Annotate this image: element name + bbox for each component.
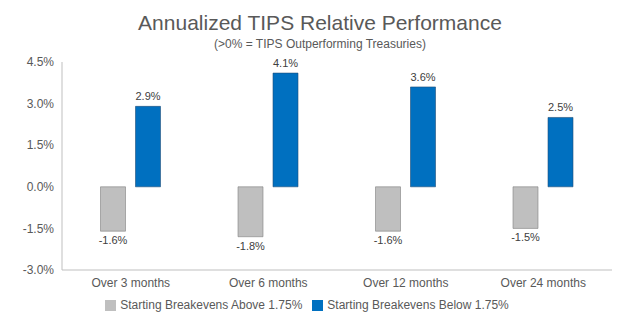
svg-text:-1.5%: -1.5% (511, 231, 540, 243)
svg-text:Over 3 months: Over 3 months (91, 276, 170, 290)
svg-text:1.5%: 1.5% (27, 138, 55, 152)
html-text:Starting Breakevens Above 1.75: Starting Breakevens Above 1.75% (120, 298, 303, 312)
svg-text:2.9%: 2.9% (135, 90, 160, 102)
svg-text:4.5%: 4.5% (27, 55, 55, 69)
svg-text:Over 6 months: Over 6 months (229, 276, 308, 290)
svg-text:Over 12 months: Over 12 months (363, 276, 448, 290)
svg-text:2.5%: 2.5% (548, 101, 573, 113)
svg-text:-1.6%: -1.6% (99, 234, 128, 246)
svg-text:-1.6%: -1.6% (374, 234, 403, 246)
html-text:(>0% = TIPS Outperforming Trea: (>0% = TIPS Outperforming Treasuries) (214, 37, 426, 51)
svg-text:0.0%: 0.0% (27, 180, 55, 194)
svg-text:-1.5%: -1.5% (23, 222, 55, 236)
html-text:Starting Breakevens Below 1.75: Starting Breakevens Below 1.75% (327, 298, 509, 312)
svg-text:3.6%: 3.6% (410, 71, 435, 83)
svg-text:4.1%: 4.1% (273, 57, 298, 69)
svg-text:-1.8%: -1.8% (236, 240, 265, 252)
html-text:Annualized TIPS Relative Perfo: Annualized TIPS Relative Performance (138, 11, 502, 34)
svg-text:3.0%: 3.0% (27, 97, 55, 111)
svg-text:-3.0%: -3.0% (23, 263, 55, 277)
svg-text:Over 24 months: Over 24 months (501, 276, 586, 290)
